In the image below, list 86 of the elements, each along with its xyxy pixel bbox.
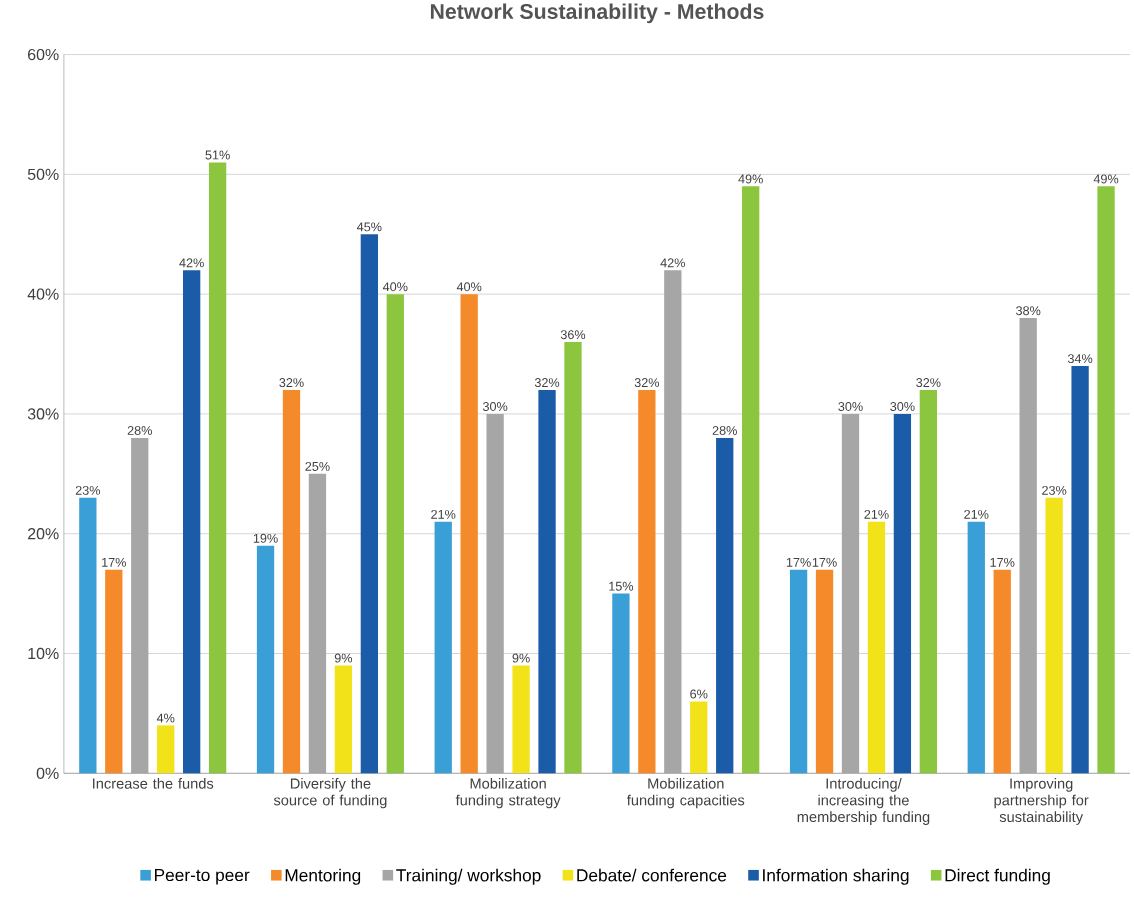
bar [79, 497, 97, 774]
data-label: 30% [890, 402, 915, 412]
y-tick-label: 20% [28, 528, 59, 540]
x-tick-label: Mobilization funding strategy [455, 778, 561, 809]
data-label: 23% [75, 486, 101, 495]
data-label: 9% [334, 653, 353, 663]
legend-label: Training/ workshop [396, 868, 541, 885]
data-label: 32% [279, 378, 304, 388]
data-label: 45% [356, 222, 382, 232]
bar [512, 665, 530, 774]
y-tick-label: 60% [28, 49, 59, 61]
data-label: 40% [456, 282, 482, 292]
x-tick-label: Mobilization funding capacities [626, 778, 745, 809]
y-tick-label: 40% [27, 288, 59, 300]
bar [612, 593, 630, 774]
bar [1071, 366, 1089, 774]
x-tick-label: Increase the funds [93, 778, 214, 789]
data-label: 21% [964, 510, 989, 519]
data-label: 15% [609, 581, 634, 591]
data-label: 21% [864, 510, 889, 519]
bar [742, 186, 760, 774]
data-label: 25% [305, 462, 330, 472]
data-label: 30% [838, 402, 863, 412]
data-label: 17% [812, 558, 837, 567]
y-tick-label: 0% [36, 767, 59, 780]
bar [183, 270, 201, 774]
data-label: 4% [156, 713, 175, 723]
data-label: 36% [560, 330, 586, 340]
data-label: 34% [1067, 354, 1093, 364]
data-label: 19% [253, 533, 278, 543]
data-label: 9% [512, 653, 530, 663]
bar [334, 665, 353, 774]
bar [919, 390, 938, 774]
y-tick-label: 10% [28, 648, 59, 660]
bar [1045, 497, 1063, 774]
bar [157, 725, 175, 774]
bar [690, 701, 708, 774]
data-label: 42% [179, 258, 204, 268]
bar [282, 390, 301, 774]
legend-label: Mentoring [285, 868, 361, 885]
data-label: 32% [916, 378, 941, 388]
data-label: 23% [1042, 486, 1067, 495]
bar [460, 294, 478, 774]
bar [105, 569, 123, 774]
legend-label: Information sharing [763, 868, 909, 885]
bar [434, 521, 452, 774]
data-label: 32% [534, 378, 560, 388]
legend-label: Peer-to peer [154, 869, 250, 885]
y-tick-label: 30% [27, 408, 59, 420]
bar [256, 545, 275, 774]
data-label: 40% [382, 282, 408, 292]
data-label: 51% [205, 150, 230, 160]
data-label: 38% [1016, 306, 1041, 316]
data-label: 28% [712, 426, 737, 436]
data-label: 32% [634, 378, 660, 388]
data-label: 6% [690, 689, 708, 699]
data-label: 17% [990, 558, 1015, 567]
data-label: 30% [482, 402, 508, 412]
data-label: 17% [102, 558, 126, 567]
chart-title: Network Sustainability - Methods [430, 3, 764, 24]
bar [993, 569, 1011, 774]
y-tick-label: 50% [27, 168, 59, 181]
data-label: 21% [431, 510, 456, 519]
data-label: 28% [127, 426, 152, 436]
bar [789, 569, 808, 774]
x-tick-label: Introducing/ increasing the membership funding [797, 778, 930, 826]
bar [208, 162, 227, 774]
bar [716, 438, 734, 774]
bar [638, 390, 656, 774]
bar [1097, 186, 1115, 774]
bar [893, 414, 912, 774]
bar [564, 342, 582, 774]
data-label: 17% [786, 558, 811, 567]
bar [538, 390, 556, 774]
x-tick-label: Improving partnership for sustainability [994, 778, 1089, 826]
bar [360, 234, 378, 774]
data-label: 42% [660, 258, 686, 268]
data-label: 49% [1093, 174, 1119, 184]
bar [967, 521, 985, 774]
bar [867, 521, 886, 774]
legend-label: Debate/ conference [577, 868, 727, 882]
x-tick-label: Diversify the source of funding [273, 778, 387, 809]
data-label: 49% [738, 174, 763, 184]
bar [386, 294, 404, 774]
legend-label: Direct funding [945, 868, 1050, 885]
bar [815, 569, 834, 774]
